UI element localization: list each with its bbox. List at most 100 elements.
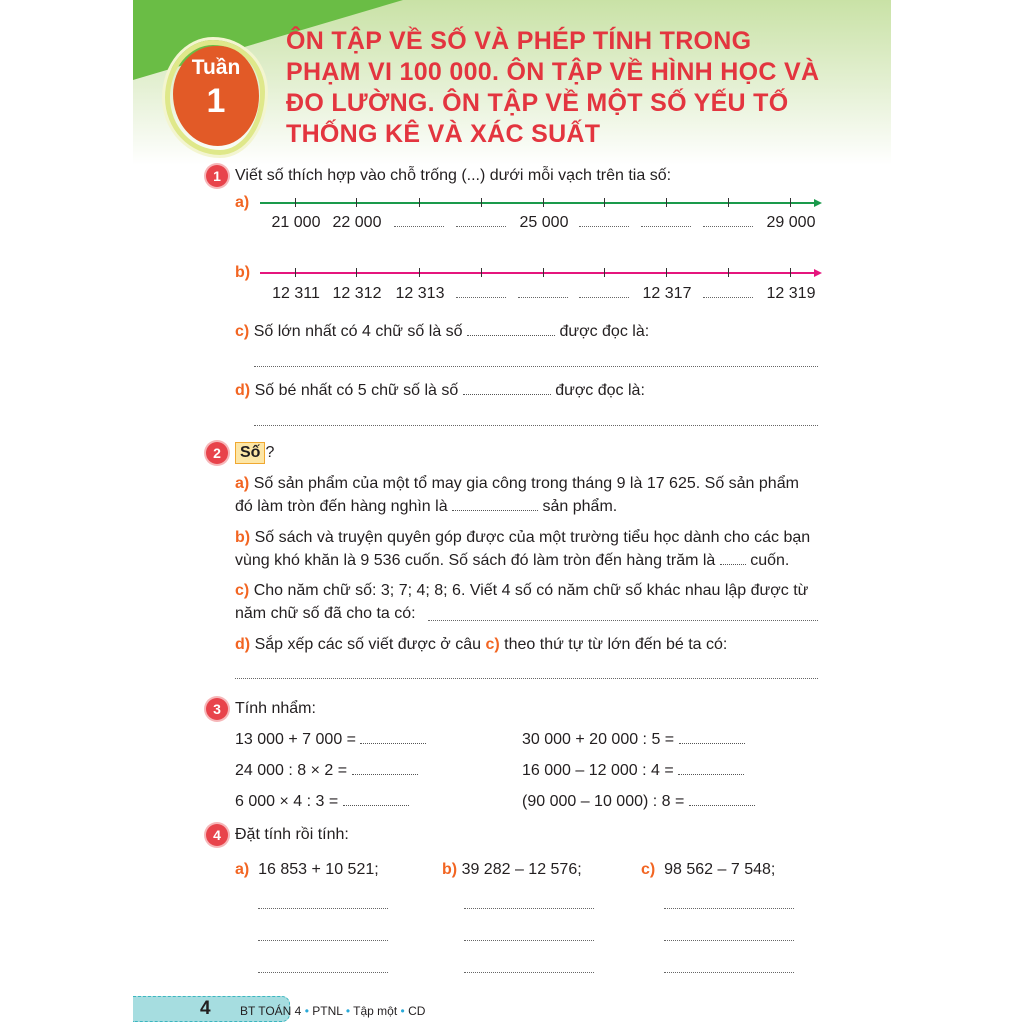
- expr: 39 282 – 12 576;: [461, 861, 582, 878]
- tick-mark: [295, 268, 296, 277]
- answer-line[interactable]: [258, 972, 388, 973]
- tick-mark: [728, 268, 729, 277]
- answer-blank[interactable]: [518, 284, 568, 298]
- tick-label: 12 319: [766, 285, 816, 302]
- page: [133, 0, 891, 1024]
- q1c-label: c): [235, 323, 250, 340]
- answer-line[interactable]: [664, 908, 794, 909]
- answer-line[interactable]: [254, 425, 818, 426]
- book-title: BT TOÁN 4: [240, 1004, 302, 1018]
- number-line-b: [260, 272, 816, 274]
- answer-blank[interactable]: [678, 774, 745, 775]
- answer-blank[interactable]: [360, 743, 427, 744]
- title-line: ÔN TẬP VỀ SỐ VÀ PHÉP TÍNH TRONG: [286, 27, 752, 55]
- item-label: b): [442, 861, 458, 878]
- q3-expr: (90 000 – 10 000) : 8 =: [522, 792, 755, 812]
- q3-expr: 16 000 – 12 000 : 4 =: [522, 761, 745, 781]
- answer-line[interactable]: [235, 678, 818, 679]
- tick-mark: [356, 268, 357, 277]
- tick-mark: [543, 268, 544, 277]
- answer-blank[interactable]: [641, 213, 691, 227]
- separator: •: [345, 1004, 351, 1018]
- answer-line[interactable]: [464, 940, 594, 941]
- expr: 13 000 + 7 000 =: [235, 731, 356, 748]
- answer-blank[interactable]: [719, 564, 746, 565]
- tick-label: 12 313: [395, 285, 445, 302]
- q2a-line1: a) Số sản phẩm của một tổ may gia công t…: [235, 474, 799, 494]
- expr: 16 853 + 10 521;: [258, 861, 379, 878]
- q2a-text3: sản phẩm.: [542, 498, 618, 515]
- answer-blank[interactable]: [703, 284, 753, 298]
- q2b-text: Số sách và truyện quyên góp được của một…: [254, 529, 811, 546]
- question-mark: ?: [265, 444, 275, 461]
- tick-mark: [666, 268, 667, 277]
- separator: •: [400, 1004, 405, 1018]
- arrow-head-icon: [814, 269, 822, 277]
- q2b-text2: vùng khó khăn là 9 536 cuốn. Số sách đó …: [235, 552, 716, 569]
- page-number-tab: [133, 996, 290, 1022]
- tick-label: 29 000: [766, 214, 816, 231]
- expr: 16 000 – 12 000 : 4 =: [522, 762, 674, 779]
- title-line: PHẠM VI 100 000. ÔN TẬP VỀ HÌNH HỌC VÀ: [286, 58, 820, 86]
- q2d-ref: c): [485, 636, 500, 653]
- answer-blank[interactable]: [462, 394, 551, 395]
- tick-label: 22 000: [332, 214, 382, 231]
- fill-box: Số: [235, 442, 266, 464]
- answer-line[interactable]: [254, 366, 818, 367]
- answer-blank[interactable]: [678, 743, 745, 744]
- question-number-3: 3: [206, 698, 228, 720]
- answer-blank[interactable]: [394, 213, 444, 227]
- expr: 98 562 – 7 548;: [664, 861, 776, 878]
- answer-line[interactable]: [258, 908, 388, 909]
- answer-blank[interactable]: [703, 213, 753, 227]
- q4-item-b: b) 39 282 – 12 576;: [442, 860, 582, 880]
- volume: Tập một: [353, 1004, 398, 1018]
- answer-blank[interactable]: [452, 510, 539, 511]
- answer-blank[interactable]: [351, 774, 418, 775]
- tick-mark: [419, 268, 420, 277]
- title-line: THỐNG KÊ VÀ XÁC SUẤT: [286, 120, 601, 148]
- expr: 6 000 × 4 : 3 =: [235, 793, 339, 810]
- q1d-label: d): [235, 382, 251, 399]
- tick-mark: [481, 198, 482, 207]
- q2-instruction: Số?: [235, 442, 274, 464]
- answer-blank[interactable]: [342, 805, 409, 806]
- answer-line[interactable]: [664, 972, 794, 973]
- answer-blank[interactable]: [456, 213, 506, 227]
- answer-line[interactable]: [428, 620, 818, 621]
- q2b-line2: vùng khó khăn là 9 536 cuốn. Số sách đó …: [235, 551, 789, 571]
- tick-label: 12 311: [272, 285, 320, 302]
- q3-expr: 6 000 × 4 : 3 =: [235, 792, 409, 812]
- q1d-text: Số bé nhất có 5 chữ số là số: [254, 382, 459, 399]
- answer-blank[interactable]: [467, 335, 556, 336]
- item-label: c): [641, 861, 656, 878]
- q3-title: Tính nhẩm:: [235, 700, 316, 717]
- expr: 24 000 : 8 × 2 =: [235, 762, 348, 779]
- q1d: d) Số bé nhất có 5 chữ số là số được đọc…: [235, 381, 645, 401]
- q1c-text2: được đọc là:: [559, 323, 650, 340]
- answer-line[interactable]: [664, 940, 794, 941]
- q2d-line1: d) Sắp xếp các số viết được ở câu c) the…: [235, 635, 727, 655]
- q2b-line1: b) Số sách và truyện quyên góp được của …: [235, 528, 810, 548]
- answer-blank[interactable]: [456, 284, 506, 298]
- week-badge: [173, 46, 259, 146]
- q2b-text3: cuốn.: [750, 552, 790, 569]
- answer-blank[interactable]: [688, 805, 755, 806]
- question-number-4: 4: [206, 824, 228, 846]
- answer-line[interactable]: [464, 972, 594, 973]
- answer-blank[interactable]: [579, 284, 629, 298]
- tick-mark: [666, 198, 667, 207]
- tick-mark: [604, 268, 605, 277]
- tick-mark: [790, 198, 791, 207]
- answer-line[interactable]: [464, 908, 594, 909]
- tick-label: 12 312: [332, 285, 382, 302]
- tick-mark: [728, 198, 729, 207]
- answer-blank[interactable]: [579, 213, 629, 227]
- page-title: ÔN TẬP VỀ SỐ VÀ PHÉP TÍNH TRONG PHẠM VI …: [286, 26, 819, 150]
- q2a-text2: đó làm tròn đến hàng nghìn là: [235, 498, 448, 515]
- tick-mark: [419, 198, 420, 207]
- page-number: 4: [200, 998, 211, 1019]
- q2b-label: b): [235, 529, 251, 546]
- q3-expr: 30 000 + 20 000 : 5 =: [522, 730, 745, 750]
- answer-line[interactable]: [258, 940, 388, 941]
